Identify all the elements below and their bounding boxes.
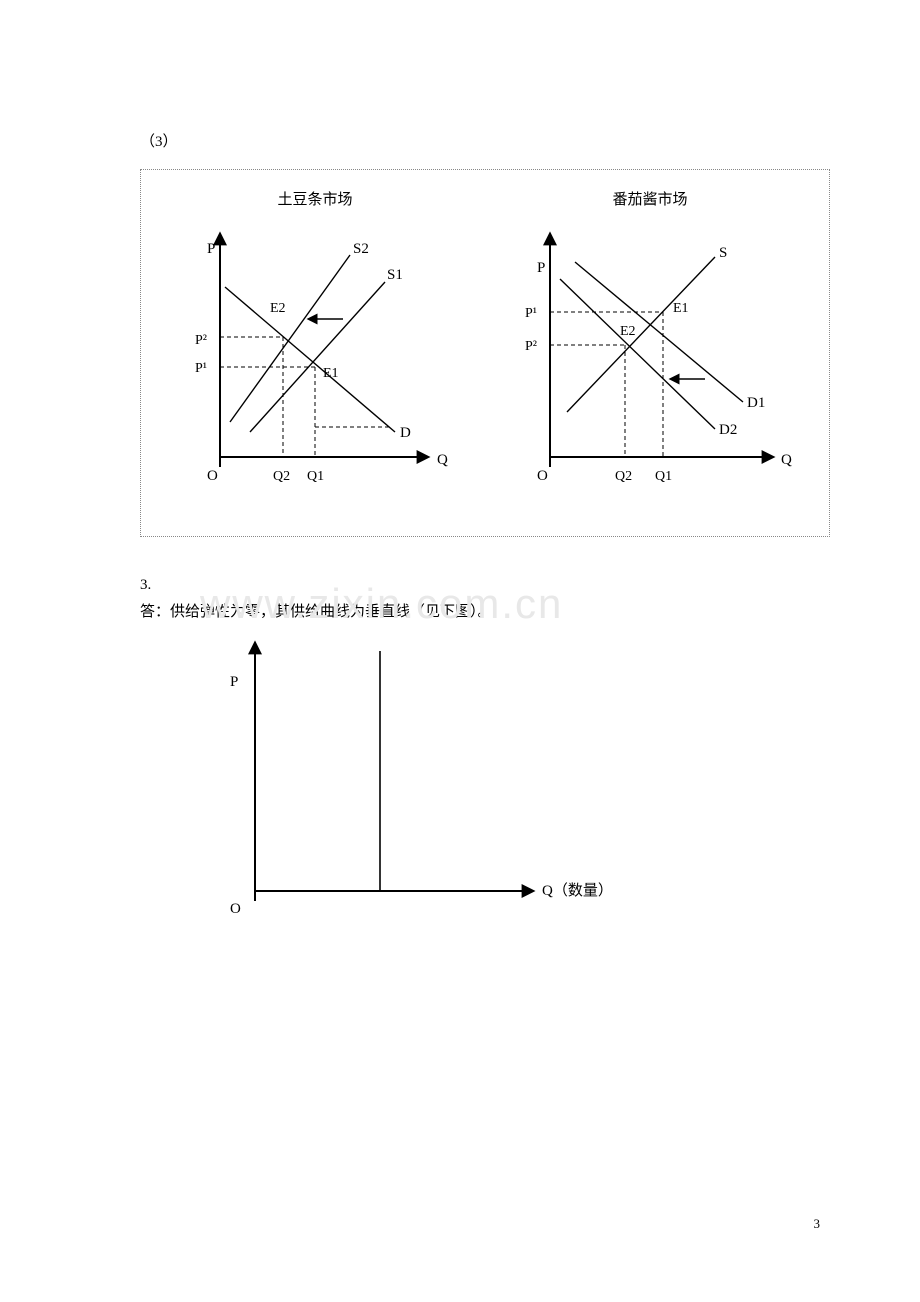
origin-label: O <box>230 901 241 917</box>
eq-e2-label: E2 <box>270 301 286 316</box>
demand-line-d1 <box>575 262 743 402</box>
question-marker: （3） <box>140 130 830 151</box>
ytick-p2: P² <box>195 333 207 348</box>
left-chart: P Q O D S1 S2 E1 E2 <box>165 217 465 507</box>
demand-line-d2 <box>560 279 715 429</box>
xtick-q1: Q1 <box>655 469 672 484</box>
bottom-chart: P O Q（数量） <box>200 631 620 931</box>
supply-label-s2: S2 <box>353 241 369 257</box>
eq-e1-label: E1 <box>323 366 339 381</box>
x-axis-label: Q <box>437 452 448 468</box>
xtick-q2: Q2 <box>273 469 290 484</box>
xtick-q2: Q2 <box>615 469 632 484</box>
page-number: 3 <box>814 1216 821 1232</box>
eq-e2-label: E2 <box>620 324 636 339</box>
answer-text: 答：供给弹性为零，其供给曲线为垂直线（见下图）。 <box>140 600 830 621</box>
right-chart: P Q O S D1 D2 E1 E2 <box>495 217 805 507</box>
left-chart-block: 土豆条市场 P Q O D <box>165 188 465 512</box>
ytick-p1: P¹ <box>525 306 537 321</box>
supply-label-s: S <box>719 245 727 261</box>
ytick-p1: P¹ <box>195 361 207 376</box>
demand-label-d1: D1 <box>747 395 765 411</box>
origin-label: O <box>207 468 218 484</box>
right-chart-block: 番茄酱市场 P Q O S <box>495 188 805 512</box>
question-number: 3. <box>140 577 830 594</box>
demand-line-d <box>225 287 395 432</box>
ytick-p2: P² <box>525 339 537 354</box>
y-axis-label: P <box>207 241 215 257</box>
demand-label-d: D <box>400 425 411 441</box>
supply-line-s2 <box>230 255 350 422</box>
x-axis-label: Q <box>781 452 792 468</box>
right-chart-title: 番茄酱市场 <box>495 188 805 209</box>
left-chart-title: 土豆条市场 <box>165 188 465 209</box>
xtick-q1: Q1 <box>307 469 324 484</box>
supply-label-s1: S1 <box>387 267 403 283</box>
supply-line-s <box>567 257 715 412</box>
origin-label: O <box>537 468 548 484</box>
charts-panel: 土豆条市场 P Q O D <box>140 169 830 537</box>
x-axis-label: Q（数量） <box>542 882 613 899</box>
eq-e1-label: E1 <box>673 301 689 316</box>
y-axis-label: P <box>230 674 238 690</box>
y-axis-label: P <box>537 260 545 276</box>
demand-label-d2: D2 <box>719 422 737 438</box>
bottom-chart-wrap: P O Q（数量） <box>200 631 830 936</box>
